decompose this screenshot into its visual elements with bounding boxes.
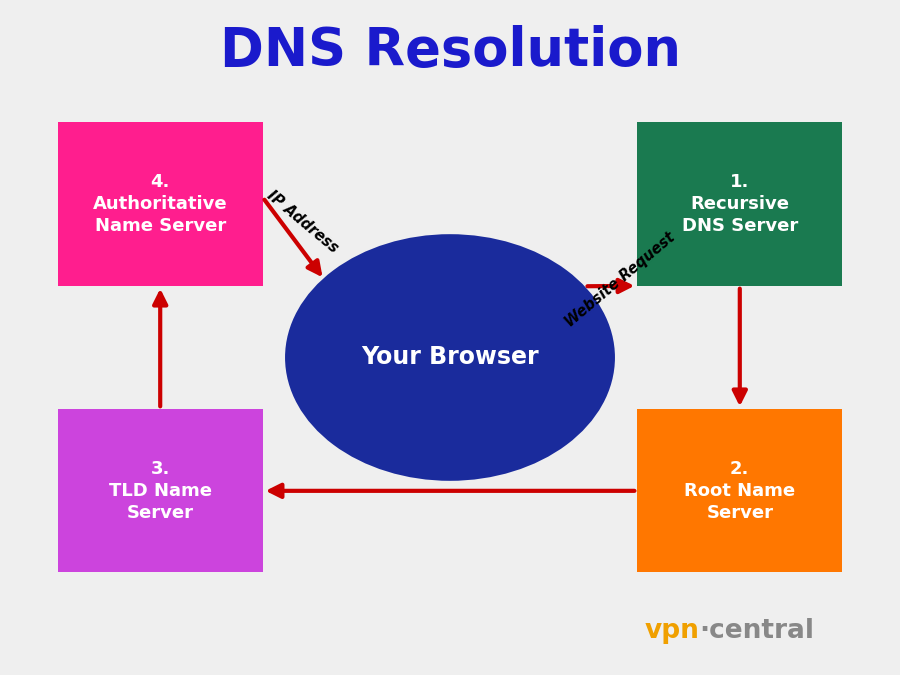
Text: Your Browser: Your Browser bbox=[361, 346, 539, 369]
Text: vpn: vpn bbox=[644, 618, 699, 644]
Text: 2.
Root Name
Server: 2. Root Name Server bbox=[684, 460, 796, 522]
FancyBboxPatch shape bbox=[637, 409, 842, 572]
Text: IP Address: IP Address bbox=[264, 188, 341, 256]
FancyBboxPatch shape bbox=[637, 122, 842, 286]
Circle shape bbox=[285, 234, 615, 481]
Text: 4.
Authoritative
Name Server: 4. Authoritative Name Server bbox=[93, 173, 228, 236]
FancyBboxPatch shape bbox=[58, 122, 263, 286]
Text: ·central: ·central bbox=[699, 618, 815, 644]
Text: DNS Resolution: DNS Resolution bbox=[220, 25, 680, 77]
Text: 3.
TLD Name
Server: 3. TLD Name Server bbox=[109, 460, 212, 522]
Text: Website Request: Website Request bbox=[562, 230, 678, 329]
Text: 1.
Recursive
DNS Server: 1. Recursive DNS Server bbox=[681, 173, 798, 236]
FancyBboxPatch shape bbox=[58, 409, 263, 572]
